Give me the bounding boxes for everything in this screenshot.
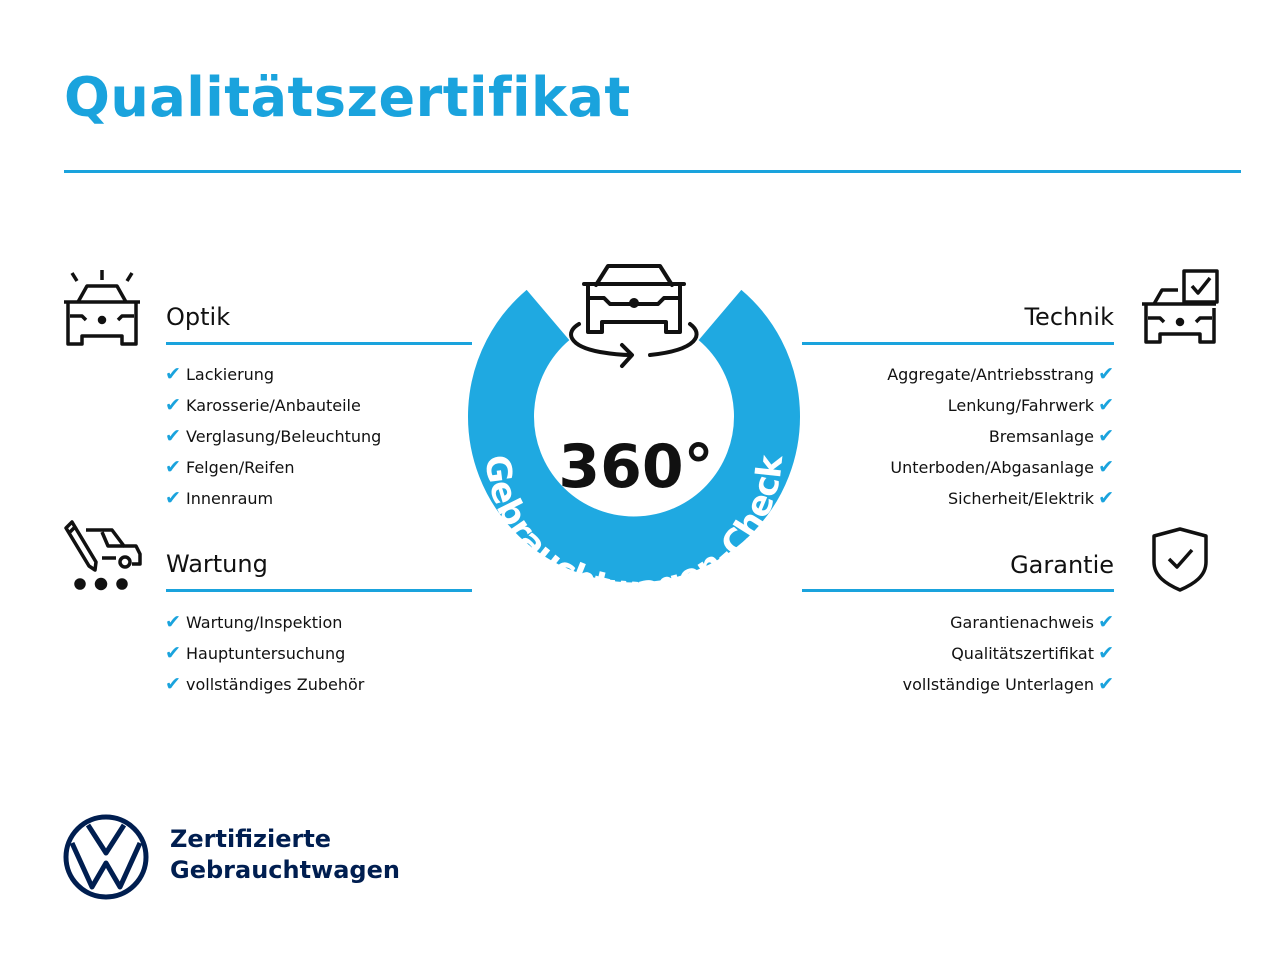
list-item: Unterboden/Abgasanlage ✔ <box>887 452 1114 483</box>
check-icon: ✔ <box>1098 394 1114 416</box>
title-divider <box>64 170 1241 173</box>
garantie-list: Garantienachweis ✔ Qualitätszertifikat ✔ v… <box>903 607 1114 700</box>
check-icon: ✔ <box>1098 363 1114 385</box>
technik-list: Aggregate/Antriebsstrang ✔ Lenkung/Fahrwe… <box>887 359 1114 514</box>
list-item: Bremsanlage ✔ <box>887 421 1114 452</box>
vw-logo <box>63 814 149 900</box>
garantie-divider <box>802 589 1114 592</box>
list-item: Qualitätszertifikat ✔ <box>903 638 1114 669</box>
check-icon: ✔ <box>1098 456 1114 478</box>
wartung-list: ✔ Wartung/Inspektion ✔ Hauptuntersuchung ✔… <box>165 607 364 700</box>
technik-divider <box>802 342 1114 345</box>
car-lights-icon <box>64 270 140 346</box>
section-heading-technik: Technik <box>1024 303 1114 331</box>
list-item: Garantienachweis ✔ <box>903 607 1114 638</box>
optik-divider <box>166 342 472 345</box>
list-item: ✔ Verglasung/Beleuchtung <box>165 421 381 452</box>
check-icon: ✔ <box>1098 642 1114 664</box>
list-item: ✔ Wartung/Inspektion <box>165 607 364 638</box>
badge-value: 360° <box>558 432 713 502</box>
check-icon: ✔ <box>1098 487 1114 509</box>
list-item: Aggregate/Antriebsstrang ✔ <box>887 359 1114 390</box>
check-icon: ✔ <box>165 363 181 385</box>
check-icon: ✔ <box>165 611 181 633</box>
list-item: vollständige Unterlagen ✔ <box>903 669 1114 700</box>
shield-check-icon <box>1152 527 1208 592</box>
wartung-divider <box>166 589 472 592</box>
check-icon: ✔ <box>165 456 181 478</box>
check-icon: ✔ <box>1098 673 1114 695</box>
list-item: ✔ Hauptuntersuchung <box>165 638 364 669</box>
section-heading-garantie: Garantie <box>1010 551 1114 579</box>
list-item: Lenkung/Fahrwerk ✔ <box>887 390 1114 421</box>
section-heading-optik: Optik <box>166 303 231 331</box>
check-icon: ✔ <box>165 487 181 509</box>
list-item: ✔ Innenraum <box>165 483 381 514</box>
check-icon: ✔ <box>1098 611 1114 633</box>
check-icon: ✔ <box>1098 425 1114 447</box>
list-item: ✔ vollständiges Zubehör <box>165 669 364 700</box>
check-icon: ✔ <box>165 425 181 447</box>
list-item: ✔ Felgen/Reifen <box>165 452 381 483</box>
check-icon: ✔ <box>165 673 181 695</box>
check-icon: ✔ <box>165 394 181 416</box>
car-service-icon <box>64 520 142 591</box>
car-check-icon <box>1142 269 1219 344</box>
section-heading-wartung: Wartung <box>166 550 268 578</box>
check-icon: ✔ <box>165 642 181 664</box>
list-item: Sicherheit/Elektrik ✔ <box>887 483 1114 514</box>
list-item: ✔ Karosserie/Anbauteile <box>165 390 381 421</box>
page-title: Qualitätszertifikat <box>64 66 631 129</box>
badge-ring <box>468 289 800 583</box>
footer-brand-text: Zertifizierte Gebrauchtwagen <box>170 825 400 884</box>
car-rotate-icon <box>569 264 699 368</box>
optik-list: ✔ Lackierung ✔ Karosserie/Anbauteile ✔ Verg… <box>165 359 381 514</box>
list-item: ✔ Lackierung <box>165 359 381 390</box>
